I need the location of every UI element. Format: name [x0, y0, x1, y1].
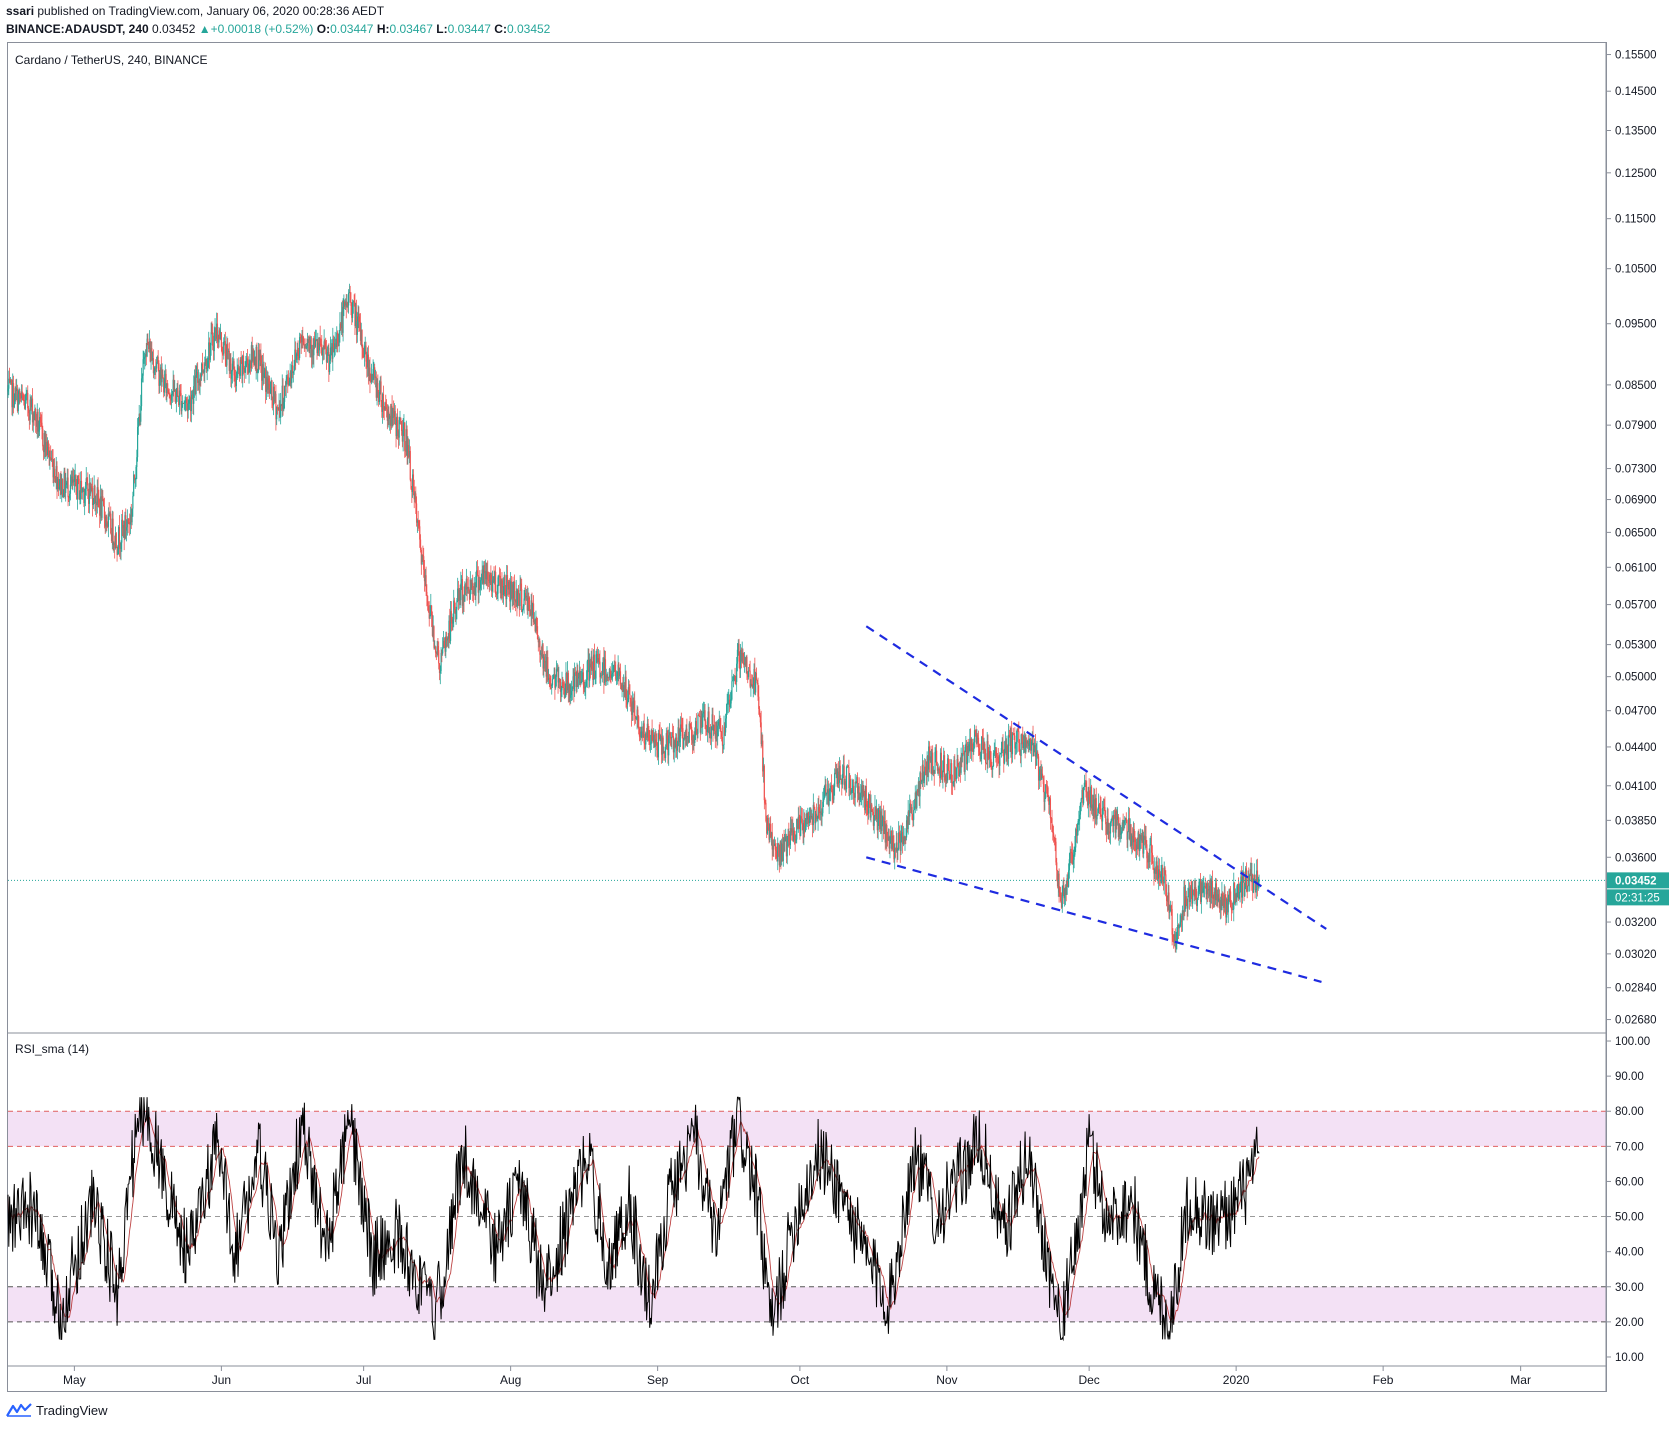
price-tick-label: 0.04100: [1615, 781, 1657, 793]
price-tick-label: 0.15500: [1615, 50, 1657, 62]
price-tick-label: 0.04400: [1615, 742, 1657, 754]
countdown-tag-text: 02:31:25: [1615, 892, 1660, 904]
footer-brand: TradingView: [36, 1402, 108, 1418]
price-tick-label: 0.03200: [1615, 917, 1657, 929]
price-tick-label: 0.07900: [1615, 420, 1657, 432]
rsi-tick-label: 30.00: [1615, 1282, 1644, 1294]
chart-frame: [7, 42, 1607, 1392]
last-price: 0.03452: [152, 22, 196, 36]
price-tick-label: 0.08500: [1615, 380, 1657, 392]
price-tick-label: 0.05300: [1615, 640, 1657, 652]
price-tick-label: 0.03020: [1615, 949, 1657, 961]
low-value: 0.03447: [447, 22, 491, 36]
rsi-tick-label: 80.00: [1615, 1106, 1644, 1118]
price-tick-label: 0.06100: [1615, 562, 1657, 574]
rsi-tick-label: 50.00: [1615, 1212, 1644, 1224]
symbol-name: BINANCE:ADAUSDT, 240: [6, 22, 149, 36]
low-label: L:: [436, 22, 448, 36]
price-tick-label: 0.02840: [1615, 983, 1657, 995]
last-price-tag: [1607, 872, 1669, 889]
price-tick-label: 0.10500: [1615, 264, 1657, 276]
close-label: C:: [494, 22, 507, 36]
countdown-tag: [1607, 889, 1669, 906]
price-tick-label: 0.02680: [1615, 1015, 1657, 1027]
price-tick-label: 0.04700: [1615, 706, 1657, 718]
price-tick-label: 0.07300: [1615, 464, 1657, 476]
open-value: 0.03447: [330, 22, 374, 36]
rsi-tick-label: 90.00: [1615, 1071, 1644, 1083]
price-tick-label: 0.11500: [1615, 214, 1656, 226]
publish-date: published on TradingView.com, January 06…: [34, 4, 385, 18]
price-tick-label: 0.09500: [1615, 319, 1657, 331]
footer: TradingView: [6, 1402, 108, 1418]
tradingview-logo-icon: [6, 1403, 32, 1417]
rsi-tick-label: 10.00: [1615, 1352, 1644, 1364]
price-tick-label: 0.06500: [1615, 527, 1657, 539]
last-price-tag-text: 0.03452: [1615, 875, 1657, 887]
publish-info: ssari published on TradingView.com, Janu…: [6, 4, 384, 18]
price-tick-label: 0.05700: [1615, 600, 1657, 612]
rsi-tick-label: 70.00: [1615, 1141, 1644, 1153]
price-change: +0.00018 (+0.52%): [210, 22, 314, 36]
close-value: 0.03452: [506, 22, 551, 36]
high-value: 0.03467: [389, 22, 433, 36]
rsi-tick-label: 100.00: [1615, 1036, 1650, 1048]
price-tick-label: 0.12500: [1615, 168, 1657, 180]
change-up-icon: ▲: [198, 22, 211, 36]
price-tick-label: 0.13500: [1615, 126, 1657, 138]
rsi-tick-label: 60.00: [1615, 1176, 1644, 1188]
price-tick-label: 0.06900: [1615, 495, 1657, 507]
author-name: ssari: [6, 4, 35, 18]
price-tick-label: 0.03600: [1615, 852, 1657, 864]
price-tick-label: 0.03850: [1615, 815, 1657, 827]
rsi-tick-label: 20.00: [1615, 1317, 1644, 1329]
rsi-tick-label: 40.00: [1615, 1247, 1644, 1259]
symbol-legend: BINANCE:ADAUSDT, 240 0.03452 ▲+0.00018 (…: [6, 22, 550, 36]
high-label: H:: [376, 22, 390, 36]
price-tick-label: 0.14500: [1615, 86, 1657, 98]
price-tick-label: 0.05000: [1615, 672, 1657, 684]
open-label: O:: [316, 22, 331, 36]
